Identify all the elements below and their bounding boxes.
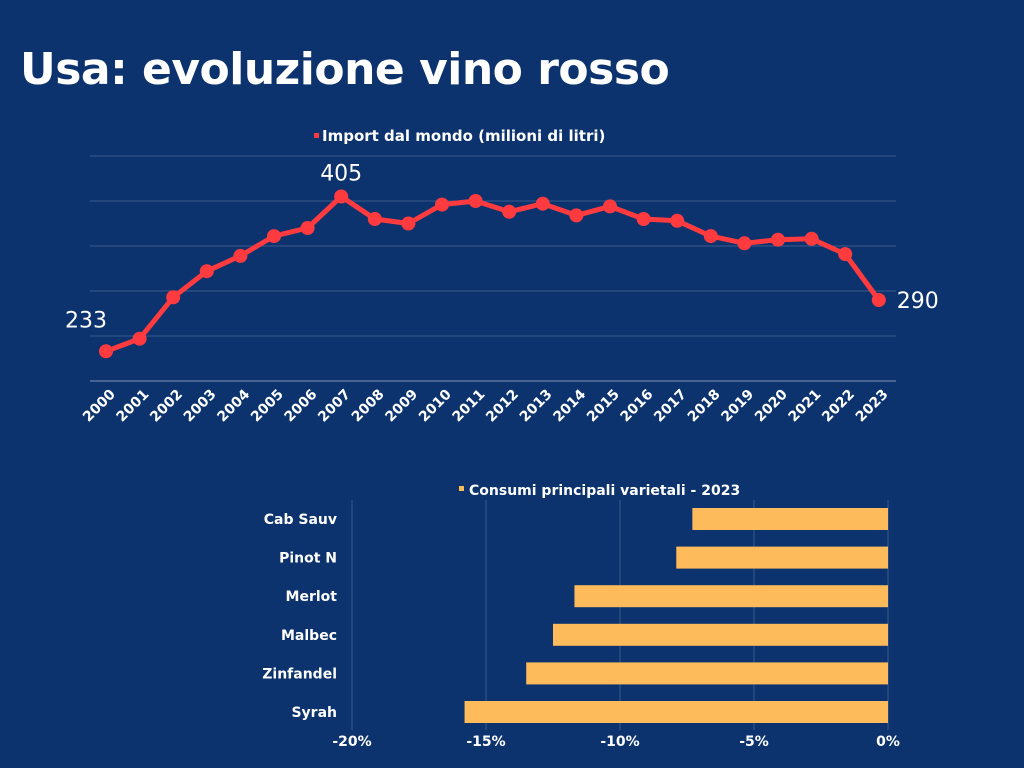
y-category-label: Cab Sauv — [264, 512, 337, 528]
series-line — [105, 194, 881, 354]
x-tick-label: 2014 — [550, 386, 589, 425]
x-tick-label: 2009 — [382, 387, 421, 426]
x-tick-label: 2022 — [819, 387, 858, 426]
data-point — [703, 229, 718, 244]
x-tick-label: -20% — [332, 734, 371, 750]
y-category-label: Malbec — [281, 628, 337, 644]
data-point — [838, 247, 853, 262]
data-point — [468, 194, 483, 208]
data-point — [401, 216, 416, 231]
bar — [692, 508, 888, 530]
x-tick-label: 2020 — [752, 386, 791, 425]
data-point — [804, 231, 819, 246]
x-tick-label: 2002 — [147, 387, 186, 426]
legend-swatch — [459, 486, 464, 491]
y-category-label: Merlot — [286, 589, 338, 605]
x-tick-label: -10% — [600, 734, 639, 750]
x-tick-label: 2016 — [618, 387, 657, 426]
legend-label: Consumi principali varietali - 2023 — [469, 483, 740, 499]
data-point — [636, 212, 651, 226]
x-tick-label: 2012 — [483, 387, 522, 426]
data-point — [502, 204, 517, 219]
x-tick-label: 2004 — [214, 386, 253, 425]
x-tick-label: -5% — [739, 734, 769, 750]
x-tick-label: 2007 — [315, 387, 354, 426]
data-label: 405 — [320, 162, 362, 187]
data-label: 233 — [65, 308, 107, 333]
data-point — [300, 221, 315, 235]
x-tick-label: 2018 — [685, 387, 724, 426]
bar — [553, 623, 888, 646]
x-tick-label: -15% — [466, 734, 505, 750]
x-tick-label: 2015 — [584, 387, 623, 426]
data-label: 290 — [897, 289, 939, 314]
page-title: Usa: evoluzione vino rosso — [20, 44, 670, 95]
data-point — [670, 213, 685, 228]
x-tick-label: 2013 — [517, 387, 556, 426]
x-tick-label: 2005 — [248, 387, 287, 426]
bar — [574, 585, 888, 608]
x-tick-label: 2011 — [450, 387, 489, 426]
data-point — [871, 293, 886, 307]
x-tick-label: 2006 — [282, 387, 321, 426]
bar — [464, 701, 888, 723]
data-point — [737, 236, 752, 251]
data-point — [334, 189, 349, 204]
data-point — [569, 208, 584, 223]
data-point — [367, 212, 382, 226]
x-tick-label: 2010 — [416, 386, 455, 425]
bar — [676, 546, 888, 569]
data-point — [267, 229, 281, 244]
data-point — [535, 196, 550, 211]
bar — [526, 662, 888, 685]
data-point — [132, 331, 147, 346]
data-point — [166, 290, 181, 305]
x-tick-label: 2023 — [853, 387, 892, 426]
x-tick-label: 2021 — [786, 387, 825, 426]
x-tick-label: 2017 — [651, 387, 690, 426]
legend-swatch — [314, 133, 319, 138]
data-point — [199, 264, 214, 279]
x-tick-label: 2001 — [114, 387, 153, 426]
x-tick-label: 2003 — [181, 387, 220, 426]
x-tick-label: 0% — [876, 734, 900, 750]
data-point — [435, 197, 449, 212]
y-category-label: Zinfandel — [262, 666, 337, 682]
data-point — [771, 232, 785, 247]
x-tick-label: 2000 — [80, 386, 119, 425]
x-tick-label: 2019 — [718, 387, 757, 426]
y-category-label: Syrah — [291, 705, 337, 721]
x-tick-label: 2008 — [349, 387, 388, 426]
y-category-label: Pinot N — [279, 551, 337, 567]
data-point — [99, 344, 113, 359]
data-point — [603, 199, 617, 214]
data-point — [233, 248, 248, 263]
legend-label: Import dal mondo (milioni di litri) — [322, 127, 605, 145]
